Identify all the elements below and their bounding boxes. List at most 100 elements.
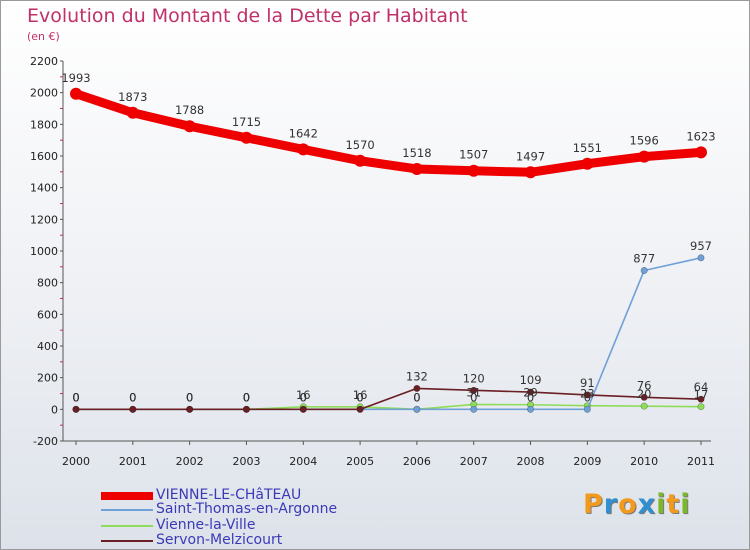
data-point: [183, 120, 196, 133]
data-label: 877: [633, 251, 655, 265]
data-label: 0: [584, 390, 591, 404]
x-tick-label: 2008: [517, 455, 545, 468]
data-label: 17: [694, 388, 709, 402]
data-point: [240, 131, 253, 144]
y-tick-label: 1000: [30, 245, 58, 258]
data-label: 0: [413, 390, 420, 404]
series-layer: [70, 87, 707, 413]
legend-swatch: [101, 492, 153, 500]
x-tick-label: 2005: [346, 455, 374, 468]
chart-title: Evolution du Montant de la Dette par Hab…: [27, 5, 468, 27]
legend-swatch: [101, 525, 153, 527]
logo-letter: P: [583, 489, 604, 520]
series-line: [71, 89, 706, 177]
data-point: [129, 405, 137, 413]
data-label: 0: [527, 390, 534, 404]
data-label: 0: [72, 390, 79, 404]
data-point: [640, 266, 648, 274]
data-point: [126, 106, 139, 119]
data-label: 16: [296, 388, 311, 402]
y-tick-label: 1800: [30, 118, 58, 131]
x-tick-label: 2001: [119, 455, 147, 468]
data-point: [524, 166, 537, 179]
y-tick-label: 2000: [30, 87, 58, 100]
data-label: 1623: [686, 129, 715, 143]
data-label: 16: [353, 388, 368, 402]
data-point: [640, 393, 648, 401]
chart-subtitle: (en €): [27, 30, 60, 43]
data-label: 1788: [175, 103, 204, 117]
data-label: 0: [243, 390, 250, 404]
x-tick-label: 2010: [630, 455, 658, 468]
data-label: 1507: [459, 148, 488, 162]
legend-label: Vienne-la-Ville: [156, 517, 256, 533]
y-tick-label: 600: [37, 308, 58, 321]
y-tick-label: 1600: [30, 150, 58, 163]
x-tick-label: 2002: [176, 455, 204, 468]
data-label: 1993: [61, 71, 90, 85]
data-label: 0: [72, 390, 79, 404]
data-point: [581, 157, 594, 170]
data-point: [354, 154, 367, 167]
y-tick-label: 200: [37, 372, 58, 385]
logo-letter: i: [656, 489, 667, 520]
data-label: 0: [243, 390, 250, 404]
data-point: [186, 405, 194, 413]
logo-letter: o: [618, 489, 638, 520]
data-label: 1596: [630, 134, 659, 148]
x-tick-label: 2011: [687, 455, 715, 468]
data-label: 64: [694, 380, 709, 394]
x-tick-label: 2007: [460, 455, 488, 468]
data-label: 76: [637, 378, 652, 392]
data-point: [470, 405, 478, 413]
data-label: 1570: [345, 138, 374, 152]
data-label: 0: [243, 390, 250, 404]
data-point: [70, 87, 82, 100]
data-point: [297, 143, 310, 156]
logo-letter: t: [666, 489, 681, 520]
data-point: [413, 405, 421, 413]
y-tick-label: 1200: [30, 213, 58, 226]
logo-letter: x: [637, 489, 657, 520]
data-label: 91: [580, 376, 595, 390]
y-tick-label: 400: [37, 340, 58, 353]
x-tick-label: 2003: [232, 455, 260, 468]
data-label: 1715: [232, 115, 261, 129]
data-label: 0: [129, 390, 136, 404]
data-point: [467, 164, 480, 177]
data-point: [638, 150, 651, 163]
data-point: [697, 395, 705, 403]
data-label: 1551: [573, 141, 602, 155]
data-label: 0: [129, 390, 136, 404]
data-label: 20: [637, 387, 652, 401]
legend-swatch: [101, 540, 153, 542]
data-point: [470, 386, 478, 394]
data-point: [527, 405, 535, 413]
logo-letter: i: [680, 489, 691, 520]
x-tick-label: 2000: [62, 455, 90, 468]
data-point: [242, 405, 250, 413]
y-tick-label: 2200: [30, 55, 58, 68]
data-label: 31: [466, 385, 481, 399]
data-label: 1497: [516, 149, 545, 163]
data-label: 0: [413, 390, 420, 404]
data-label: 1518: [402, 146, 431, 160]
data-point: [527, 388, 535, 396]
data-label: 0: [470, 390, 477, 404]
legend-swatch: [101, 509, 153, 511]
data-point: [299, 405, 307, 413]
data-point: [695, 146, 707, 159]
data-label: 0: [186, 390, 193, 404]
series-line: [75, 387, 702, 411]
data-label: 0: [356, 390, 363, 404]
data-label: 957: [690, 239, 712, 253]
data-label: 120: [463, 371, 485, 385]
proxiti-logo: Proxiti: [583, 489, 691, 520]
data-point: [356, 405, 364, 413]
y-tick-label: -200: [33, 435, 58, 448]
legend-label: Servon-Melzicourt: [156, 532, 283, 548]
data-label: 0: [186, 390, 193, 404]
data-label: 0: [300, 390, 307, 404]
